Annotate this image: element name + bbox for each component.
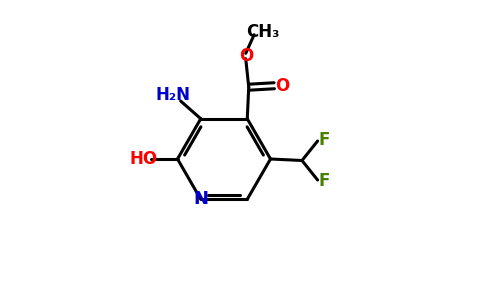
Text: F: F <box>318 131 330 149</box>
Text: HO: HO <box>130 150 158 168</box>
Text: H₂N: H₂N <box>156 86 191 104</box>
Text: O: O <box>274 77 289 95</box>
Text: O: O <box>239 47 253 65</box>
Text: N: N <box>193 190 208 208</box>
Text: F: F <box>318 172 330 190</box>
Text: CH₃: CH₃ <box>246 23 280 41</box>
